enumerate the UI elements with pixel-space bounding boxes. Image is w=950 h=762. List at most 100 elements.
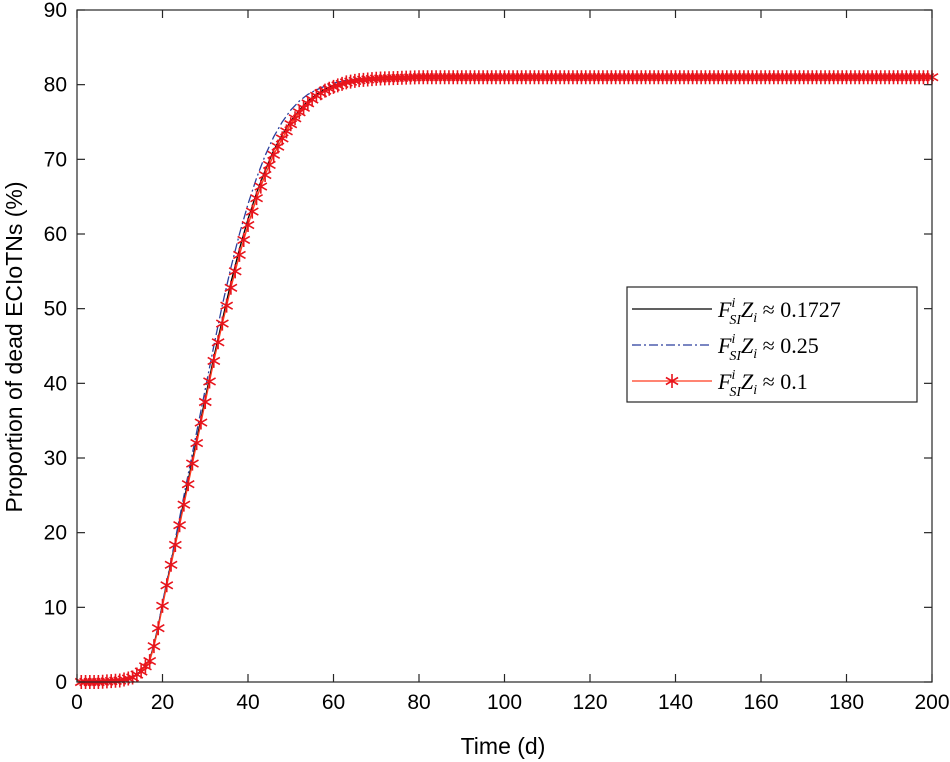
y-tick-label: 60 bbox=[44, 223, 67, 246]
y-tick-label: 40 bbox=[44, 372, 67, 395]
series-2-marker-glyph bbox=[151, 621, 165, 636]
legend-label-part: i bbox=[753, 383, 757, 398]
legend-label-part: ≈ bbox=[757, 333, 780, 358]
series-2-marker bbox=[173, 518, 187, 533]
x-tick-label: 40 bbox=[236, 691, 259, 714]
series-2-marker bbox=[207, 353, 221, 368]
legend-label-part: Z bbox=[741, 369, 754, 394]
series-2 bbox=[74, 70, 939, 689]
y-tick-label: 90 bbox=[44, 0, 67, 22]
legend-marker-2-glyph bbox=[665, 374, 679, 388]
series-2-marker-glyph bbox=[215, 316, 229, 331]
y-tick-label: 20 bbox=[44, 522, 67, 545]
series-2-marker-glyph bbox=[232, 247, 246, 262]
legend-label-part: F bbox=[717, 333, 732, 358]
series-2-marker-glyph bbox=[241, 218, 255, 233]
series-2-marker bbox=[262, 157, 276, 172]
x-tick-label: 140 bbox=[658, 691, 693, 714]
x-tick-label: 120 bbox=[572, 691, 607, 714]
series-2-marker bbox=[232, 247, 246, 262]
series-2-marker-glyph bbox=[258, 168, 272, 183]
x-tick-label: 0 bbox=[71, 691, 83, 714]
y-tick-label: 10 bbox=[44, 596, 67, 619]
series-2-marker-glyph bbox=[143, 654, 157, 669]
series-2-marker bbox=[211, 335, 225, 350]
series-2-marker-glyph bbox=[198, 395, 212, 409]
series-2-marker-glyph bbox=[254, 179, 268, 194]
series-2-marker bbox=[224, 280, 238, 295]
x-tick-label: 60 bbox=[322, 691, 345, 714]
legend-label-part: 0.25 bbox=[780, 333, 819, 358]
series-2-marker bbox=[151, 621, 165, 636]
legend-label-part: i bbox=[731, 296, 735, 311]
legend-label-part: i bbox=[731, 368, 735, 383]
legend-label-part: F bbox=[717, 369, 732, 394]
x-tick-label: 200 bbox=[914, 691, 949, 714]
series-2-marker bbox=[160, 578, 174, 593]
series-2-marker bbox=[198, 395, 212, 409]
legend-label-2: Fi SIZi ≈ 0.1 bbox=[717, 368, 808, 400]
series-2-marker-glyph bbox=[156, 598, 169, 613]
legend-label-part: F bbox=[717, 297, 732, 322]
legend-label-part: ≈ bbox=[757, 369, 780, 394]
series-2-marker-glyph bbox=[185, 456, 199, 471]
legend-marker-2 bbox=[665, 374, 679, 388]
series-2-marker bbox=[190, 436, 204, 451]
series-2-marker-glyph bbox=[173, 518, 187, 533]
series-2-marker bbox=[250, 191, 264, 206]
y-tick-label: 30 bbox=[44, 447, 67, 470]
series-2-marker-glyph bbox=[164, 557, 178, 572]
legend-label-part: SI bbox=[729, 313, 742, 328]
series-2-marker bbox=[254, 179, 268, 194]
series-2-marker-glyph bbox=[203, 374, 216, 389]
series-2-marker-glyph bbox=[237, 232, 251, 247]
series-2-marker-glyph bbox=[177, 497, 191, 512]
series-2-marker-glyph bbox=[245, 204, 259, 219]
legend-label-1: Fi SIZi ≈ 0.25 bbox=[717, 332, 819, 364]
legend-label-0: Fi SIZi ≈ 0.1727 bbox=[717, 296, 841, 328]
series-2-markers bbox=[74, 70, 939, 689]
series-2-marker bbox=[220, 298, 234, 313]
series-2-marker-glyph bbox=[190, 436, 204, 451]
x-axis-label: Time (d) bbox=[461, 733, 546, 759]
legend-label-part: i bbox=[731, 332, 735, 347]
legend-label-part: SI bbox=[729, 349, 742, 364]
y-tick-label: 80 bbox=[44, 74, 67, 97]
series-2-marker bbox=[143, 654, 157, 669]
y-axis-label: Proportion of dead ECIoTNs (%) bbox=[1, 181, 27, 512]
series-2-marker-glyph bbox=[224, 280, 238, 295]
series-2-marker bbox=[241, 218, 255, 233]
series-2-marker-glyph bbox=[228, 264, 242, 279]
legend-label-part: i bbox=[753, 311, 757, 326]
series-2-marker-glyph bbox=[194, 415, 208, 430]
axes-layer: 0 20 40 60 80 100 120 140 160 180 200 0 10 20 30 40 50 60… bbox=[44, 0, 950, 714]
x-tick-label: 80 bbox=[407, 691, 430, 714]
series-2-marker bbox=[156, 598, 169, 613]
y-tick-label: 70 bbox=[44, 148, 67, 171]
series-2-marker bbox=[185, 456, 199, 471]
series-2-marker-glyph bbox=[211, 335, 225, 350]
legend-label-part: i bbox=[753, 347, 757, 362]
legend-label-part: Z bbox=[741, 333, 754, 358]
series-2-marker bbox=[237, 232, 251, 247]
x-tick-label: 20 bbox=[151, 691, 174, 714]
series-layer bbox=[74, 70, 939, 689]
series-2-marker-glyph bbox=[147, 639, 161, 654]
series-2-marker-glyph bbox=[220, 298, 234, 313]
series-2-marker-glyph bbox=[168, 537, 182, 552]
series-2-marker bbox=[228, 264, 242, 279]
series-2-marker bbox=[203, 374, 216, 389]
series-2-marker bbox=[215, 316, 229, 331]
series-2-marker-glyph bbox=[250, 191, 264, 206]
series-2-marker bbox=[194, 415, 208, 430]
x-tick-label: 180 bbox=[829, 691, 864, 714]
x-tick-label: 100 bbox=[487, 691, 522, 714]
legend-label-part: SI bbox=[729, 385, 742, 400]
series-2-marker bbox=[168, 537, 182, 552]
series-2-marker-glyph bbox=[262, 157, 276, 172]
series-2-marker bbox=[181, 477, 195, 492]
y-tick-label: 50 bbox=[44, 298, 67, 321]
series-2-marker-glyph bbox=[160, 578, 174, 593]
legend-label-part: Z bbox=[741, 297, 754, 322]
